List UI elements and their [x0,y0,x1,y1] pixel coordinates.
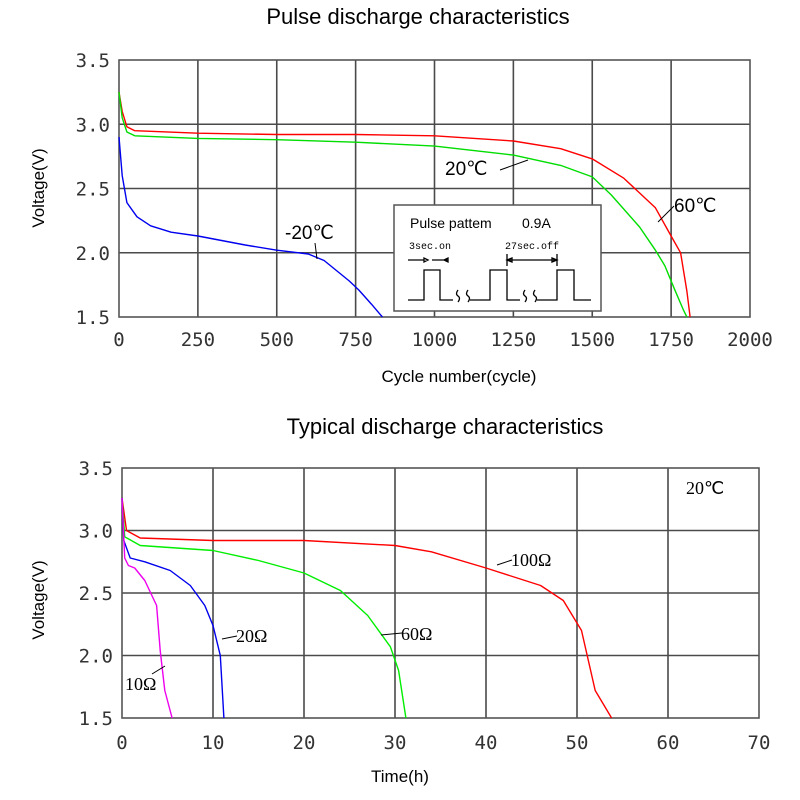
x-tick-label: 1250 [490,329,536,351]
x-tick-label: 1750 [648,329,694,351]
grid [118,59,751,318]
y-axis-title: Voltage(V) [29,560,48,639]
condition-label: 20℃ [686,478,724,498]
y-axis-title: Voltage(V) [29,148,48,227]
inset-off-label: 27sec.off [505,241,559,253]
x-tick-label: 1000 [412,329,458,351]
y-tick-label: 2.5 [76,179,110,201]
series-line--20 [118,137,383,318]
inset-box [393,204,602,312]
annotation-20ohm: 20Ω [236,626,267,646]
annotation-m20c: -20℃ [285,223,334,244]
annotation-60c: 60℃ [674,196,716,217]
pulse-pattern-inset: Pulse pattem 0.9A 3sec.on 27sec.off [393,204,602,312]
inset-on-label: 3sec.on [409,242,451,253]
leader-line-100ohm [496,559,513,566]
y-tick-labels: 1.5 2.0 2.5 3.0 3.5 [76,50,110,329]
annotation-60ohm: 60Ω [401,624,432,644]
x-axis-title: Time(h) [371,767,429,786]
leader-line-20ohm [221,635,238,640]
x-tick-label: 1500 [569,329,615,351]
y-tick-label: 1.5 [76,307,110,329]
series-line-20 [121,497,225,719]
inset-title: Pulse pattem [410,215,492,231]
x-tick-label: 50 [566,732,589,754]
time-break-symbols [455,289,538,303]
y-tick-label: 3.0 [79,521,113,543]
annotation-10ohm: 10Ω [125,674,156,694]
x-tick-label: 250 [181,329,215,351]
leader-line-60c [657,205,675,223]
y-tick-labels: 1.5 2.0 2.5 3.0 3.5 [79,458,113,730]
pulse-waveform [408,269,591,301]
grid [121,467,760,719]
series-line-100 [121,497,613,719]
leader-line-20c [499,159,529,171]
off-duration-arrows [505,254,559,266]
inset-current: 0.9A [522,215,551,231]
y-tick-label: 3.5 [79,458,113,480]
x-tick-labels: 0 10 20 30 40 50 60 70 [116,732,770,754]
x-tick-label: 10 [202,732,225,754]
series-group [121,497,613,719]
leader-line-10ohm [151,665,166,675]
series-line-60 [121,497,407,719]
x-tick-labels: 0 250 500 750 1000 1250 1500 1750 2000 [113,329,773,351]
series-line-10 [121,497,173,719]
leader-line-60ohm [380,632,403,636]
x-axis-title: Cycle number(cycle) [382,367,537,386]
x-tick-label: 30 [384,732,407,754]
y-tick-label: 1.5 [79,708,113,730]
x-tick-label: 20 [293,732,316,754]
y-tick-label: 2.0 [76,243,110,265]
chart-title: Typical discharge characteristics [287,414,604,439]
series-line-20 [118,92,688,318]
annotation-100ohm: 100Ω [511,550,551,570]
chart-typical: Typical discharge characteristics 1.5 2.0… [29,414,770,786]
y-tick-label: 2.5 [79,583,113,605]
x-tick-label: 60 [657,732,680,754]
chart-title: Pulse discharge characteristics [266,4,569,29]
series-line-60 [118,91,691,318]
leader-line-m20c [314,242,318,260]
chart-pulse: Pulse discharge characteristics 1.5 2.0 2.… [29,4,773,386]
x-tick-label: 750 [338,329,372,351]
series-group [118,91,691,318]
x-tick-label: 40 [475,732,498,754]
annotation-20c: 20℃ [445,159,487,180]
x-tick-label: 0 [113,329,124,351]
x-tick-label: 0 [116,732,127,754]
plot-frame [121,467,760,719]
y-tick-label: 3.0 [76,114,110,136]
x-tick-label: 70 [748,732,771,754]
y-tick-label: 3.5 [76,50,110,72]
x-tick-label: 2000 [727,329,773,351]
plot-frame [118,59,751,318]
on-duration-arrows [408,256,449,264]
x-tick-label: 500 [260,329,294,351]
y-tick-label: 2.0 [79,646,113,668]
